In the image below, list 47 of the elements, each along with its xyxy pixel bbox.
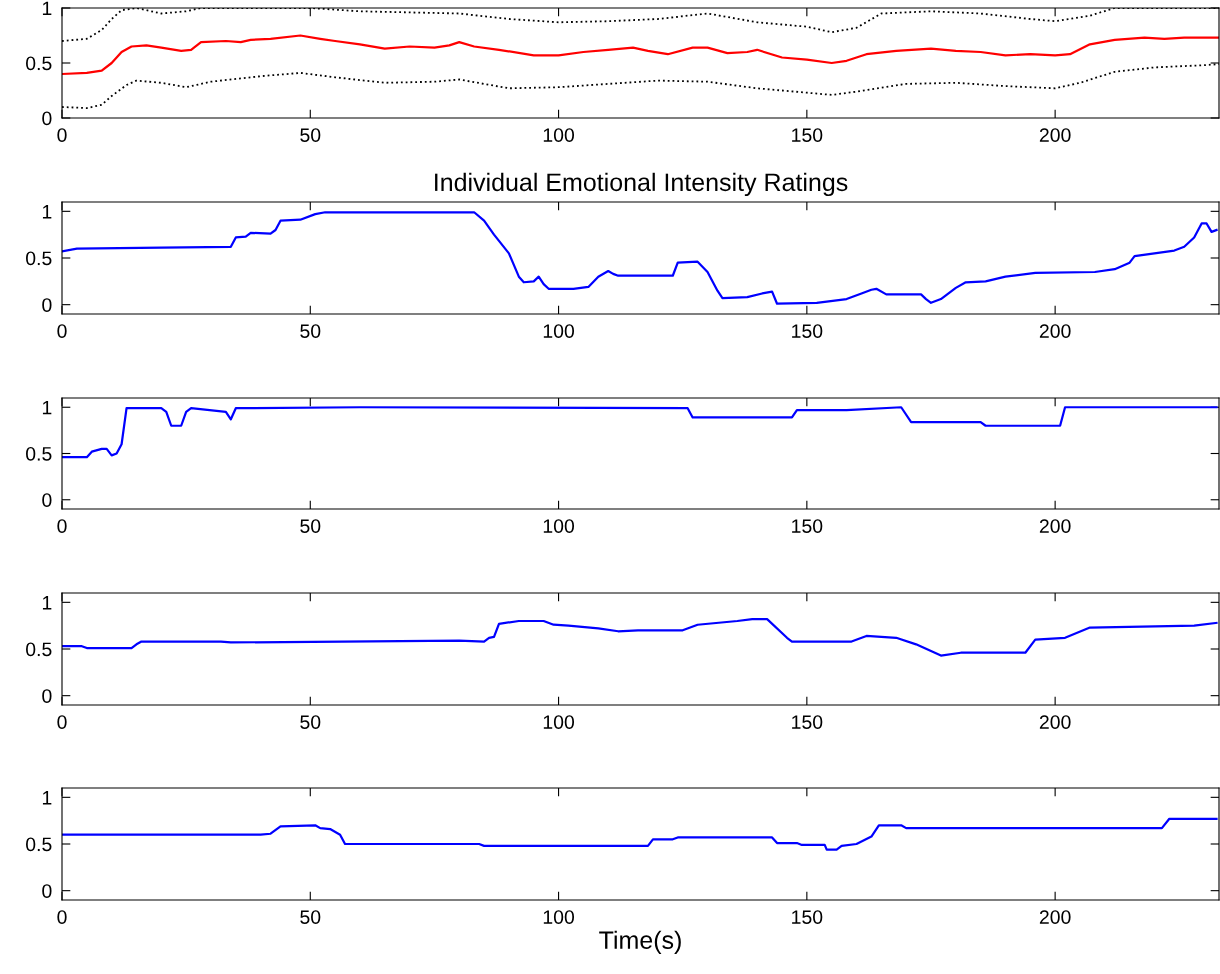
x-tick-label: 100 (543, 128, 575, 142)
x-tick-label: 150 (792, 128, 823, 142)
x-tick-label: 150 (792, 715, 823, 729)
y-tick-label: 0 (42, 689, 52, 703)
y-tick-label: 1 (42, 596, 52, 610)
line-series (62, 406, 1218, 459)
line-series (62, 34, 1219, 76)
x-axis-title: Time(s) (599, 930, 681, 954)
y-tick-label: 0.5 (26, 251, 52, 266)
x-tick-label: 200 (1039, 910, 1071, 924)
x-tick-label: 0 (57, 128, 67, 142)
x-tick-label: 100 (543, 715, 575, 729)
chart-title: Individual Emotional Intensity Ratings (435, 172, 848, 197)
x-tick-label: 100 (543, 910, 575, 924)
y-tick-label: 0.5 (26, 56, 52, 71)
x-tick-label: 0 (57, 910, 67, 924)
x-tick-label: 50 (300, 910, 321, 924)
x-tick-label: 0 (57, 715, 67, 729)
x-tick-label: 0 (57, 519, 67, 533)
x-tick-label: 100 (543, 324, 575, 338)
x-tick-label: 150 (792, 910, 823, 924)
y-tick-label: 0 (42, 884, 52, 898)
x-tick-label: 200 (1039, 128, 1071, 142)
x-tick-label: 50 (300, 715, 321, 729)
x-tick-label: 150 (792, 519, 823, 533)
y-tick-label: 0.5 (26, 642, 52, 657)
y-tick-label: 0 (42, 298, 52, 312)
y-tick-label: 1 (42, 205, 52, 219)
y-tick-label: 1 (42, 791, 52, 805)
line-series (62, 618, 1218, 657)
x-tick-label: 200 (1039, 324, 1071, 338)
y-tick-label: 0.5 (26, 446, 52, 461)
x-tick-label: 50 (300, 128, 321, 142)
y-tick-label: 0 (42, 111, 52, 126)
y-tick-label: 0 (42, 493, 52, 507)
y-tick-label: 1 (42, 1, 52, 16)
x-tick-label: 50 (300, 324, 321, 338)
x-tick-label: 0 (57, 324, 67, 338)
x-tick-label: 50 (300, 519, 321, 533)
y-tick-label: 1 (42, 400, 52, 415)
x-tick-label: 200 (1039, 519, 1071, 533)
x-tick-label: 100 (543, 519, 575, 533)
y-tick-label: 0.5 (26, 837, 52, 852)
x-tick-label: 150 (792, 324, 823, 338)
line-series (62, 211, 1218, 305)
line-series (62, 817, 1218, 851)
x-tick-label: 200 (1039, 715, 1071, 729)
